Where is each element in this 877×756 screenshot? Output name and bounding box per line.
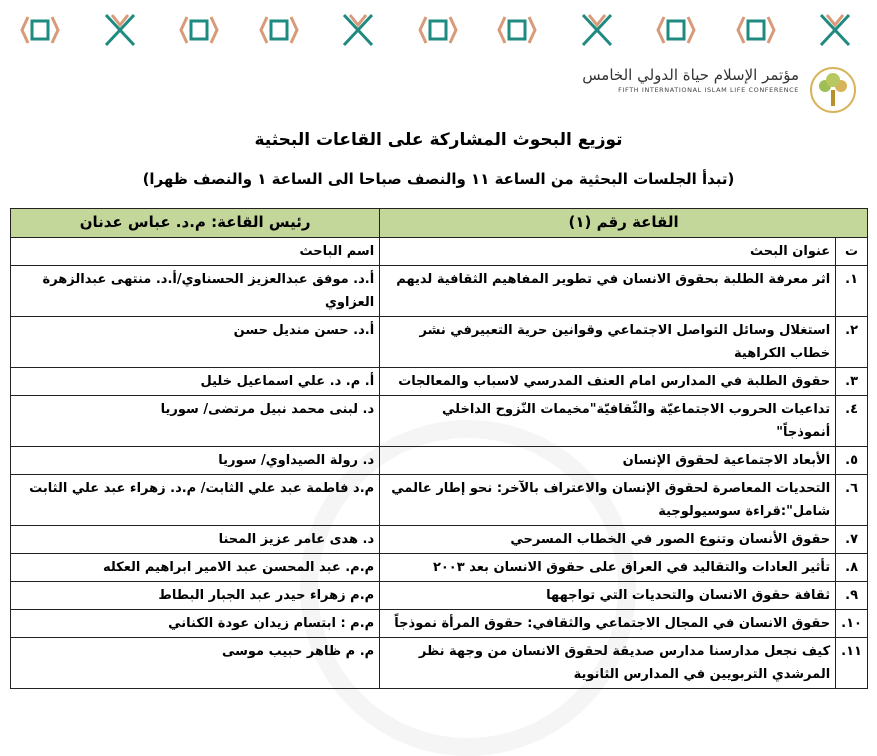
row-number: ١.: [835, 265, 868, 317]
table-row: ٥. الأبعاد الاجتماعية لحقوق الإنسان د. رول…: [9, 446, 868, 475]
pattern-motif-icon: [179, 16, 219, 44]
paper-title: تأثير العادات والتقاليد في العراق على حق…: [379, 553, 837, 582]
table-row: ٧. حقوق الأنسان وتنوع الصور في الخطاب الم…: [9, 525, 868, 554]
paper-title: ثقافة حقوق الانسان والتحديات التي تواجهه…: [379, 581, 837, 610]
pattern-motif-icon: [656, 16, 696, 44]
hall-chair: رئيس القاعة: م.د. عباس عدنان: [9, 208, 381, 238]
paper-title: كيف نجعل مدارسنا مدارس صديقة لحقوق الانس…: [379, 637, 837, 689]
paper-title: حقوق الطلبة في المدارس امام العنف المدرس…: [379, 367, 837, 396]
researcher-name: د. لبنى محمد نبيل مرتضى/ سوريا: [9, 395, 381, 447]
table-row: ١٠. حقوق الانسان في المجال الاجتماعي والث…: [9, 609, 868, 638]
researcher-name: د. هدى عامر عزيز المحنا: [9, 525, 381, 554]
researcher-name: أ. م. د. علي اسماعيل خليل: [9, 367, 381, 396]
researcher-name: م.م : ابتسام زيدان عودة الكناني: [9, 609, 381, 638]
row-number: ٧.: [835, 525, 868, 554]
pattern-motif-icon: [258, 16, 299, 44]
table-row: ٩. ثقافة حقوق الانسان والتحديات التي تواج…: [9, 581, 868, 610]
row-number: ٣.: [835, 367, 868, 396]
row-number: ١١.: [835, 637, 868, 689]
table-row: ٢. استغلال وسائل التواصل الاجتماعي وقواني…: [9, 316, 868, 368]
pattern-motif-icon: [581, 13, 612, 47]
row-number: ٦.: [835, 474, 868, 526]
paper-title: حقوق الانسان في المجال الاجتماعي والثقاف…: [379, 609, 837, 638]
conference-name-en: FIFTH INTERNATIONAL ISLAM LIFE CONFERENC…: [618, 86, 799, 94]
pattern-motif-icon: [342, 13, 374, 47]
column-header-row: ت عنوان البحث اسم الباحث: [9, 237, 868, 266]
table-row: ١١. كيف نجعل مدارسنا مدارس صديقة لحقوق ال…: [9, 637, 868, 689]
researcher-name: م.د فاطمة عبد علي الثابت/ م.د. زهراء عبد…: [9, 474, 381, 526]
col-title-header: عنوان البحث: [379, 237, 837, 266]
row-number: ٤.: [835, 395, 868, 447]
pattern-motif-icon: [417, 16, 458, 44]
pattern-motif-icon: [819, 13, 851, 47]
pattern-motif-icon: [104, 13, 135, 47]
paper-title: تداعيات الحروب الاجتماعيّة والثّقافيّة"م…: [379, 395, 837, 447]
table-row: ٤. تداعيات الحروب الاجتماعيّة والثّقافيّة…: [9, 395, 868, 447]
paper-title: اثر معرفة الطلبة بحقوق الانسان في تطوير …: [379, 265, 837, 317]
researcher-name: أ.د. حسن منديل حسن: [9, 316, 381, 368]
researcher-name: م. م ظاهر حبيب موسى: [9, 637, 381, 689]
page-title: توزيع البحوث المشاركة على القاعات البحثي…: [254, 130, 623, 150]
table-row: ٨. تأثير العادات والتقاليد في العراق على …: [9, 553, 868, 582]
pattern-motif-icon: [497, 16, 537, 44]
col-num-header: ت: [835, 237, 868, 266]
paper-title: التحديات المعاصرة لحقوق الإنسان والاعترا…: [379, 474, 837, 526]
pattern-motif-icon: [735, 16, 776, 44]
conference-name-ar: مؤتمر الإسلام حياة الدولي الخامس: [582, 66, 799, 84]
table-row: ٦. التحديات المعاصرة لحقوق الإنسان والاعت…: [9, 474, 868, 526]
hall-number: القاعة رقم (١): [379, 208, 868, 238]
paper-title: حقوق الأنسان وتنوع الصور في الخطاب المسر…: [379, 525, 837, 554]
hall-header-row: القاعة رقم (١) رئيس القاعة: م.د. عباس عد…: [9, 208, 868, 238]
decorative-banner: [20, 12, 855, 48]
table-row: ١. اثر معرفة الطلبة بحقوق الانسان في تطوي…: [9, 265, 868, 317]
row-number: ٩.: [835, 581, 868, 610]
table-row: ٣. حقوق الطلبة في المدارس امام العنف المد…: [9, 367, 868, 396]
row-number: ٥.: [835, 446, 868, 475]
researcher-name: د. رولة الصيداوي/ سوريا: [9, 446, 381, 475]
paper-title: استغلال وسائل التواصل الاجتماعي وقوانين …: [379, 316, 837, 368]
row-number: ١٠.: [835, 609, 868, 638]
researcher-name: أ.د. موفق عبدالعزيز الحسناوي/أ.د. منتهى …: [9, 265, 381, 317]
page-subtitle: (تبدأ الجلسات البحثية من الساعة ١١ والنص…: [142, 170, 735, 188]
paper-title: الأبعاد الاجتماعية لحقوق الإنسان: [379, 446, 837, 475]
row-number: ٢.: [835, 316, 868, 368]
tree-logo-icon: [810, 67, 856, 113]
pattern-motif-icon: [20, 16, 60, 44]
conference-name: مؤتمر الإسلام حياة الدولي الخامس FIFTH I…: [582, 66, 799, 94]
col-name-header: اسم الباحث: [9, 237, 381, 266]
researcher-name: م.م زهراء حيدر عبد الجبار البطاط: [9, 581, 381, 610]
researcher-name: م.م. عبد المحسن عبد الامير ابراهيم العكل…: [9, 553, 381, 582]
row-number: ٨.: [835, 553, 868, 582]
papers-table: القاعة رقم (١) رئيس القاعة: م.د. عباس عد…: [9, 208, 868, 689]
